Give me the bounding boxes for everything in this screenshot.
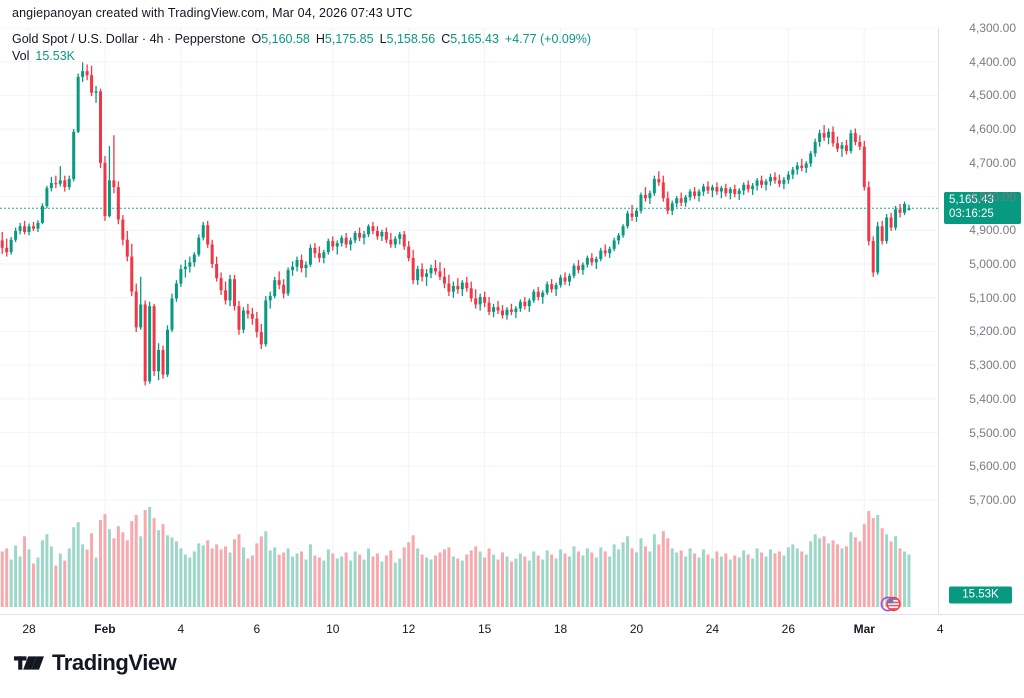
chart-plot-area[interactable] (0, 28, 938, 614)
time-tick-label: 20 (629, 622, 644, 636)
time-tick-label: 26 (781, 622, 796, 636)
price-tick-label: 5,300.00 (969, 358, 1016, 373)
volume-bars (0, 507, 911, 607)
vertical-gridlines (28, 28, 865, 607)
attribution-text: angiepanoyan created with TradingView.co… (12, 6, 413, 20)
tradingview-wordmark: TradingView (52, 650, 177, 675)
current-price-badge: 5,165.43 03:16:25 (944, 192, 1021, 225)
time-tick-label: 10 (326, 622, 340, 636)
time-tick-label: 4 (177, 622, 185, 636)
time-tick-label: Feb (94, 622, 116, 636)
price-tick-label: 5,600.00 (969, 459, 1016, 474)
us-flag-economic-event-icon[interactable] (880, 593, 902, 615)
tradingview-footer: TradingView (14, 650, 177, 676)
bar-countdown: 03:16:25 (949, 207, 994, 220)
price-tick-label: 5,200.00 (969, 324, 1016, 339)
price-tick-label: 5,000.00 (969, 257, 1016, 271)
time-scale[interactable]: 28 Feb 4 6 10 12 15 18 20 24 26 Mar 4 (0, 596, 1024, 642)
price-tick-label: 4,600.00 (969, 122, 1016, 137)
price-tick-label: 5,500.00 (969, 425, 1016, 440)
time-tick-label: 15 (477, 622, 492, 636)
price-tick-label: 5,700.00 (969, 493, 1016, 507)
price-scale[interactable]: 5,165.43 03:16:25 15.53K 4,300.00 4,400.0… (938, 21, 1024, 614)
volume-value-badge: 15.53K (949, 586, 1012, 604)
horizontal-gridlines (0, 28, 938, 501)
price-tick-label: 5,400.00 (969, 391, 1016, 406)
price-tick-label: 4,700.00 (969, 155, 1016, 170)
price-tick-label: 4,400.00 (969, 54, 1016, 69)
price-tick-label: 4,300.00 (969, 21, 1016, 35)
price-tick-label: 4,900.00 (969, 223, 1016, 238)
time-tick-label: 12 (402, 622, 416, 636)
time-tick-label: 28 (22, 622, 36, 636)
price-tick-label: 5,100.00 (969, 290, 1016, 305)
current-price-value: 5,165.43 (949, 194, 994, 207)
price-tick-label: 4,500.00 (969, 88, 1016, 103)
time-tick-label: 4 (936, 622, 944, 636)
tradingview-logo-icon (14, 656, 44, 670)
chart-frame: Gold Spot / U.S. Dollar · 4h · Peppersto… (0, 21, 1024, 642)
time-tick-label: 24 (705, 622, 720, 636)
candlestick-series (0, 62, 911, 386)
time-tick-label: 6 (253, 622, 261, 636)
time-tick-label: 18 (553, 622, 568, 636)
price-tick-label: 4,800.00 (969, 189, 1016, 204)
time-tick-label: Mar (853, 622, 875, 636)
candlestick-svg (0, 28, 938, 607)
